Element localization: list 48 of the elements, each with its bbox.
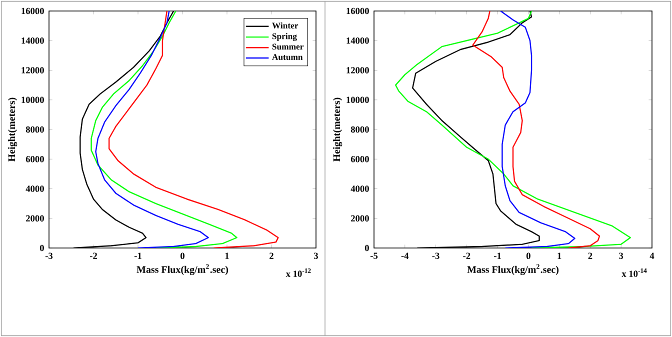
legend-label: Autumn [272, 54, 303, 60]
x-tick-label: 2 [270, 252, 274, 259]
x-tick-label: 3 [314, 252, 318, 259]
x-tick-label: 2 [588, 252, 592, 259]
line-series [95, 11, 209, 248]
y-tick-label: 12000 [346, 67, 369, 74]
x-tick-label: 1 [558, 252, 562, 259]
x-tick-label: -1 [134, 252, 142, 259]
x-tick-label: -2 [90, 252, 97, 259]
x-tick-label: 1 [225, 252, 229, 259]
text: x 10$^{-14}$ [622, 268, 647, 277]
line-series [500, 11, 576, 248]
y-tick-label: 14000 [346, 37, 369, 44]
y-tick-label: 16000 [346, 8, 369, 14]
x-tick-label: -2 [463, 252, 470, 259]
x-tick-label: -3 [45, 252, 53, 259]
y-tick-label: 4000 [26, 186, 44, 192]
y-axis-title: Height(meters) [8, 98, 18, 162]
x-tick-label: -1 [494, 252, 501, 259]
x-tick-label: 0 [180, 252, 184, 259]
x-tick-label: -3 [432, 252, 440, 259]
text: x 10$^{-12}$ [286, 268, 311, 277]
y-tick-label: 2000 [351, 215, 369, 222]
x-tick-label: 4 [650, 252, 654, 259]
y-tick-label: 6000 [350, 156, 369, 162]
x-tick-label: 0 [526, 252, 530, 259]
y-tick-label: 0 [40, 244, 44, 252]
x-tick-label: -5 [370, 252, 378, 259]
x-axis-title: Mass Flux(kg/m$^{2}$.sec) [136, 264, 228, 276]
y-tick-label: 6000 [26, 156, 44, 162]
y-tick-label: 8000 [26, 126, 44, 133]
legend-label: Winter [272, 22, 298, 29]
y-tick-label: 14000 [22, 37, 44, 44]
y-tick-label: 10000 [22, 96, 44, 104]
line-series [472, 11, 600, 248]
y-tick-label: 8000 [350, 126, 369, 133]
y-tick-label: 0 [364, 244, 369, 252]
y-tick-label: 4000 [350, 186, 369, 192]
y-axis-title: Height(meters) [332, 98, 342, 162]
y-tick-label: 16000 [22, 8, 44, 14]
y-tick-label: 10000 [346, 96, 369, 104]
legend-label: Spring [272, 33, 297, 41]
x-tick-label: 3 [619, 252, 624, 259]
y-tick-label: 12000 [22, 67, 44, 74]
legend-label: Summer [272, 44, 304, 50]
y-tick-label: 2000 [26, 215, 44, 222]
x-tick-label: -4 [401, 252, 409, 259]
x-axis-title: Mass Flux(kg/m$^{2}$.sec) [467, 264, 559, 276]
